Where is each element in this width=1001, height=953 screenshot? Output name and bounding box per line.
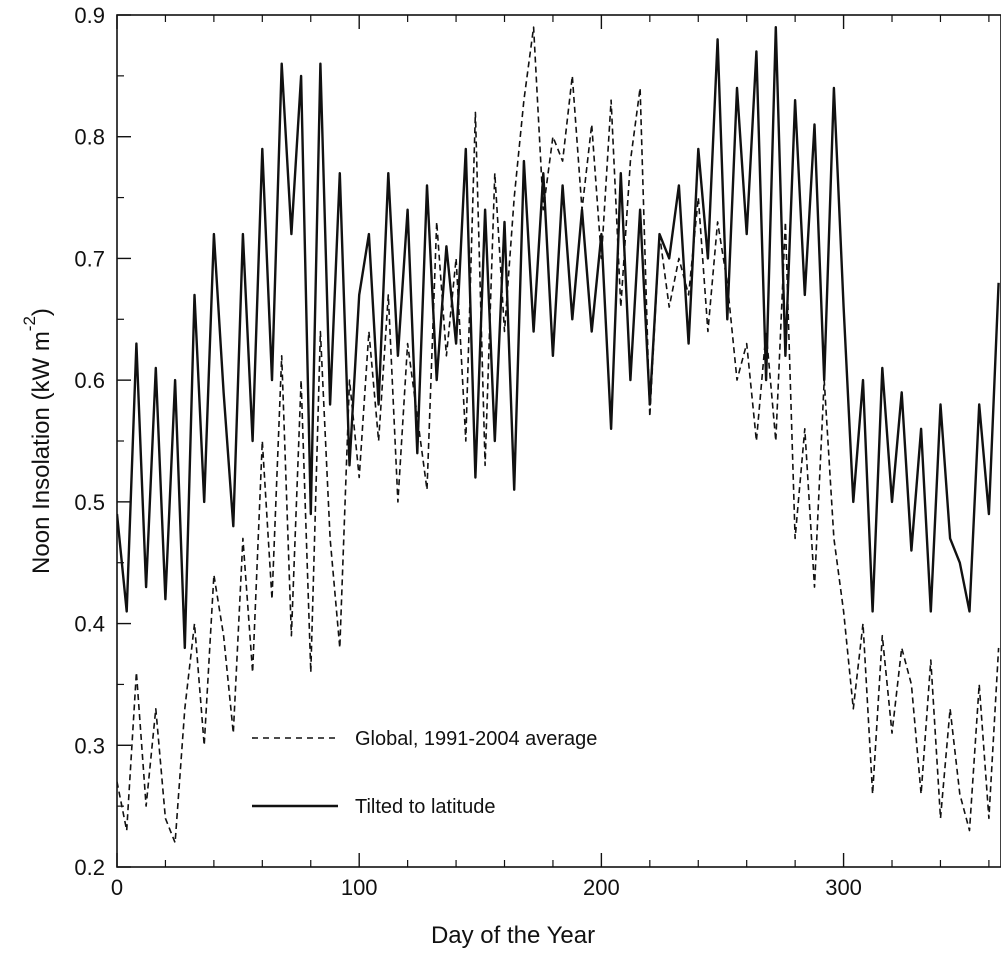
y-tick-label: 0.7 xyxy=(74,246,105,271)
legend-label-tilted: Tilted to latitude xyxy=(355,796,495,818)
y-tick-label: 0.3 xyxy=(74,733,105,758)
y-axis: 0.2 0.3 0.4 0.5 0.6 0.7 0.8 0.9 xyxy=(74,3,131,880)
y-tick-label: 0.5 xyxy=(74,490,105,515)
y-tick-label: 0.4 xyxy=(74,612,105,637)
x-tick-label: 200 xyxy=(583,875,620,900)
y-axis-title: Noon Insolation (kW m-2) xyxy=(20,308,55,574)
legend: Global, 1991-2004 average Tilted to lati… xyxy=(252,728,597,818)
y-tick-label: 0.8 xyxy=(74,125,105,150)
y-tick-label: 0.2 xyxy=(74,855,105,880)
x-tick-label: 0 xyxy=(111,875,123,900)
svg-text:Noon Insolation (kW m-2): Noon Insolation (kW m-2) xyxy=(20,308,55,574)
y-axis-title-main: Noon Insolation (kW m xyxy=(28,331,55,574)
y-tick-label: 0.6 xyxy=(74,368,105,393)
y-axis-title-superscript: -2 xyxy=(20,316,39,331)
series-line-tilted-to-latitude xyxy=(117,26,1000,650)
y-tick-label: 0.9 xyxy=(74,3,105,28)
x-tick-label: 100 xyxy=(341,875,378,900)
x-tick-label: 300 xyxy=(825,875,862,900)
series-line-global-average xyxy=(117,26,1000,844)
x-axis: 0 100 200 300 xyxy=(111,15,990,900)
x-axis-title: Day of the Year xyxy=(431,922,595,949)
series-layer xyxy=(117,26,1000,844)
legend-label-global: Global, 1991-2004 average xyxy=(355,728,597,750)
y-axis-title-suffix: ) xyxy=(28,308,55,316)
